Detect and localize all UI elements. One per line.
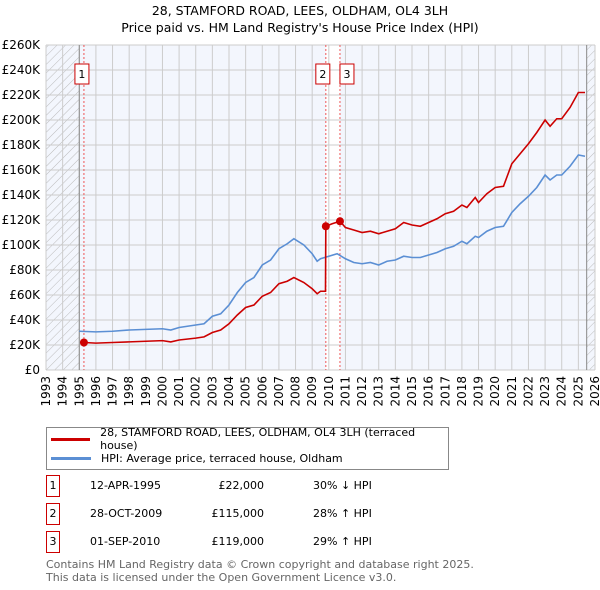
y-tick-label: £240K bbox=[2, 63, 42, 77]
x-tick-label: 2006 bbox=[255, 376, 269, 407]
x-tick-label: 2013 bbox=[372, 376, 386, 407]
y-tick-label: £100K bbox=[2, 238, 42, 252]
y-tick-label: £160K bbox=[2, 163, 42, 177]
footer-line1: Contains HM Land Registry data © Crown c… bbox=[46, 558, 474, 571]
legend-swatch-red bbox=[51, 437, 91, 441]
transaction-label-box bbox=[74, 63, 90, 85]
transaction-label: 1 bbox=[78, 68, 85, 81]
x-tick-label: 2008 bbox=[289, 376, 303, 407]
x-tick-label: 2011 bbox=[338, 376, 352, 407]
x-tick-label: 2026 bbox=[588, 376, 600, 407]
chart-title: 28, STAMFORD ROAD, LEES, OLDHAM, OL4 3LH bbox=[151, 3, 449, 18]
x-tick-label: 2021 bbox=[505, 376, 519, 407]
x-tick-label: 2020 bbox=[488, 376, 502, 407]
transaction-hpi: 28% ↑ HPI bbox=[313, 507, 372, 520]
transaction-row: 3 01-SEP-2010 £119,000 29% ↑ HPI bbox=[46, 531, 446, 553]
y-tick-label: £120K bbox=[2, 213, 42, 227]
price-chart: 1993 1994 1995 1996 1997 1998 1999 2000 2001 2002… bbox=[2, 38, 600, 407]
chart-subtitle: Price paid vs. HM Land Registry's House … bbox=[121, 20, 479, 35]
transaction-row: 1 12-APR-1995 £22,000 30% ↓ HPI bbox=[46, 475, 446, 497]
legend-label: HPI: Average price, terraced house, Oldh… bbox=[101, 451, 343, 465]
x-tick-label: 2009 bbox=[305, 376, 319, 407]
y-tick-label: £180K bbox=[2, 138, 42, 152]
x-tick-label: 2005 bbox=[239, 376, 253, 407]
y-tick-label: £80K bbox=[9, 263, 41, 277]
plot-background bbox=[46, 45, 595, 370]
y-tick-label: £60K bbox=[9, 288, 41, 302]
transaction-point bbox=[335, 217, 344, 226]
legend-label: 28, STAMFORD ROAD, LEES, OLDHAM, OL4 3LH… bbox=[100, 426, 416, 452]
x-tick-label: 2014 bbox=[388, 376, 402, 407]
x-tick-label: 2022 bbox=[521, 376, 535, 407]
x-tick-label: 2004 bbox=[222, 376, 236, 407]
y-tick-label: £140K bbox=[2, 188, 42, 202]
x-tick-label: 2000 bbox=[155, 376, 169, 407]
transaction-row: 2 28-OCT-2009 £115,000 28% ↑ HPI bbox=[46, 503, 446, 525]
x-tick-label: 2019 bbox=[472, 376, 486, 407]
transaction-date: 12-APR-1995 bbox=[90, 479, 162, 492]
legend-swatch-blue bbox=[51, 456, 91, 460]
x-tick-label: 1998 bbox=[122, 376, 136, 407]
x-tick-label: 1999 bbox=[139, 376, 153, 407]
transaction-point bbox=[321, 222, 330, 231]
y-tick-label: £200K bbox=[2, 113, 42, 127]
transaction-date: 01-SEP-2010 bbox=[90, 535, 161, 548]
x-tick-label: 2023 bbox=[538, 376, 552, 407]
x-tick-label: 2002 bbox=[189, 376, 203, 407]
x-tick-label: 1997 bbox=[106, 376, 120, 407]
x-tick-label: 2025 bbox=[571, 376, 585, 407]
y-tick-label: £220K bbox=[2, 88, 42, 102]
footer-line2: This data is licensed under the Open Gov… bbox=[46, 571, 397, 584]
transaction-price: £115,000 bbox=[211, 507, 265, 520]
legend-item-property: 28, STAMFORD ROAD, LEES, OLDHAM, OL4 3LH… bbox=[51, 426, 448, 452]
transaction-price: £22,000 bbox=[218, 479, 265, 492]
y-tick-label: £40K bbox=[9, 313, 41, 327]
transaction-date: 28-OCT-2009 bbox=[90, 507, 163, 520]
x-tick-label: 2016 bbox=[422, 376, 436, 407]
transaction-label: 3 bbox=[343, 68, 350, 81]
y-tick-label: £20K bbox=[9, 338, 41, 352]
hatched-region-end bbox=[586, 45, 595, 370]
legend-item-hpi: HPI: Average price, terraced house, Oldh… bbox=[51, 449, 343, 467]
x-tick-label: 1995 bbox=[72, 376, 86, 407]
transaction-label-box bbox=[315, 63, 331, 85]
x-tick-label: 2015 bbox=[405, 376, 419, 407]
x-tick-label: 2012 bbox=[355, 376, 369, 407]
transaction-marker: 2 bbox=[46, 503, 60, 525]
x-tick-label: 1994 bbox=[56, 376, 70, 407]
y-tick-label: £0 bbox=[25, 363, 40, 377]
x-tick-label: 2001 bbox=[172, 376, 186, 407]
highlight-band bbox=[325, 45, 340, 370]
transaction-price: £119,000 bbox=[211, 535, 265, 548]
series-line bbox=[83, 91, 586, 344]
series-line bbox=[79, 154, 586, 333]
legend: 28, STAMFORD ROAD, LEES, OLDHAM, OL4 3LH… bbox=[46, 426, 449, 470]
x-tick-label: 2018 bbox=[455, 376, 469, 407]
x-tick-label: 1996 bbox=[89, 376, 103, 407]
transaction-marker: 3 bbox=[46, 531, 60, 553]
x-tick-label: 2024 bbox=[555, 376, 569, 407]
x-tick-label: 2010 bbox=[322, 376, 336, 407]
x-tick-label: 2007 bbox=[272, 376, 286, 407]
y-tick-label: £260K bbox=[2, 38, 42, 52]
transaction-point bbox=[79, 338, 88, 347]
x-tick-label: 1993 bbox=[39, 376, 53, 407]
transaction-hpi: 30% ↓ HPI bbox=[313, 479, 372, 492]
transaction-label: 2 bbox=[319, 68, 326, 81]
x-tick-label: 2003 bbox=[205, 376, 219, 407]
transaction-marker: 1 bbox=[46, 475, 60, 497]
transaction-hpi: 29% ↑ HPI bbox=[313, 535, 372, 548]
x-tick-label: 2017 bbox=[438, 376, 452, 407]
transaction-label-box bbox=[339, 63, 355, 85]
